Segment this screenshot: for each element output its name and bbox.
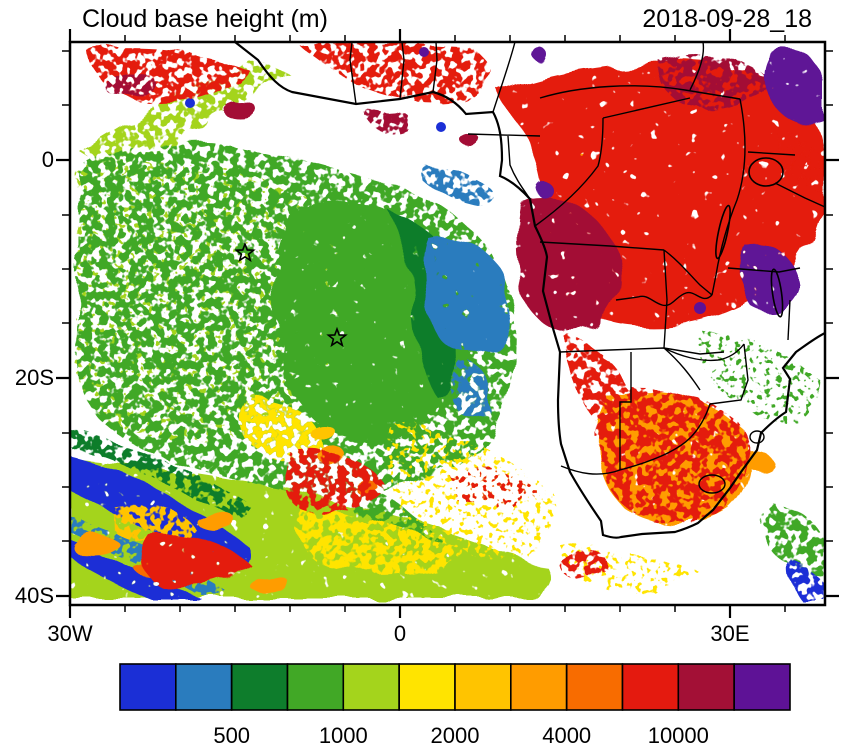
field-maroon-spot bbox=[460, 134, 480, 146]
colorbar-label-4000: 4000 bbox=[542, 723, 591, 748]
colorbar-cell-10 bbox=[621, 663, 680, 711]
field-maroon-spot bbox=[370, 109, 410, 131]
colorbar-label-500: 500 bbox=[213, 723, 250, 748]
field-red-spot bbox=[559, 554, 611, 578]
x-tick-label-30w: 30W bbox=[47, 621, 92, 646]
colorbar-cell-5 bbox=[342, 663, 400, 711]
field-maroon-spot bbox=[104, 71, 156, 99]
y-tick-label-0: 0 bbox=[42, 147, 54, 172]
field-purple-spot bbox=[537, 182, 553, 198]
field-red-topcenter bbox=[298, 42, 488, 103]
country-borders bbox=[349, 42, 825, 494]
field-darkgreen-sw-streak bbox=[72, 432, 254, 518]
colorbar-label-2000: 2000 bbox=[431, 723, 480, 748]
x-tick-label-30e: 30E bbox=[710, 621, 749, 646]
field-purple-rightmid bbox=[741, 244, 800, 312]
field-orange-spot bbox=[71, 534, 119, 556]
lake-malawi bbox=[770, 268, 784, 318]
field-red-sw-patch bbox=[142, 534, 252, 589]
field-teal-top-streak bbox=[420, 163, 495, 206]
field-red-topright-speckle bbox=[780, 130, 825, 190]
colorbar-cell-8 bbox=[509, 663, 568, 711]
field-red-streak bbox=[446, 468, 542, 505]
field-maroon-spot bbox=[223, 101, 257, 119]
cloud-field bbox=[70, 42, 825, 600]
colorbar-cell-12 bbox=[733, 663, 791, 711]
y-tick-label-20s: 20S bbox=[15, 365, 54, 390]
field-maroon-topright bbox=[659, 55, 766, 110]
field-purple-spot bbox=[419, 47, 429, 57]
colorbar-cell-2 bbox=[175, 663, 233, 711]
field-yellow-midwest bbox=[240, 396, 326, 460]
colorbar-cell-1 bbox=[119, 663, 177, 711]
field-teal-south-ext bbox=[450, 358, 493, 420]
colorbar-cell-4 bbox=[286, 663, 345, 711]
field-blue-bottomright bbox=[790, 562, 825, 600]
field-green-bottomright bbox=[760, 502, 825, 576]
field-gold-sw bbox=[112, 504, 196, 543]
field-maroon-angola bbox=[516, 198, 619, 333]
y-tick-label-40s: 40S bbox=[15, 583, 54, 608]
field-orange-spot bbox=[250, 578, 292, 594]
field-purple-spot bbox=[694, 302, 706, 314]
plot-date: 2018-09-28_18 bbox=[642, 5, 812, 33]
colorbar-cell-9 bbox=[565, 663, 624, 711]
colorbar-cell-6 bbox=[398, 663, 456, 711]
colorbar-label-1000: 1000 bbox=[319, 723, 368, 748]
plot-title: Cloud base height (m) bbox=[82, 5, 328, 33]
field-purple-spot bbox=[533, 48, 547, 62]
colorbar-cell-11 bbox=[677, 663, 735, 711]
swaziland-border bbox=[749, 430, 765, 444]
axis-ticks bbox=[56, 29, 839, 618]
field-purple-righttop bbox=[762, 50, 825, 124]
colorbar bbox=[119, 663, 791, 711]
field-lightgreen-topleft-band bbox=[80, 60, 290, 172]
field-orange-spot bbox=[196, 512, 236, 530]
lake-victoria bbox=[748, 157, 784, 187]
lake-tanganyika bbox=[715, 204, 731, 260]
lakes bbox=[715, 157, 784, 318]
lesotho-border bbox=[698, 474, 726, 494]
field-teal-central bbox=[423, 236, 509, 355]
colorbar-cell-3 bbox=[230, 663, 289, 711]
colorbar-label-10000: 10000 bbox=[648, 723, 709, 748]
field-red-sa-interior bbox=[597, 387, 750, 522]
field-blue-dot bbox=[436, 122, 446, 132]
colorbar-cell-7 bbox=[454, 663, 512, 711]
field-yellow-south bbox=[298, 507, 468, 574]
africa-coastline bbox=[234, 42, 825, 539]
x-tick-label-0: 0 bbox=[394, 621, 406, 646]
field-gold-spot bbox=[309, 424, 335, 440]
field-red-centersouth bbox=[283, 450, 386, 514]
